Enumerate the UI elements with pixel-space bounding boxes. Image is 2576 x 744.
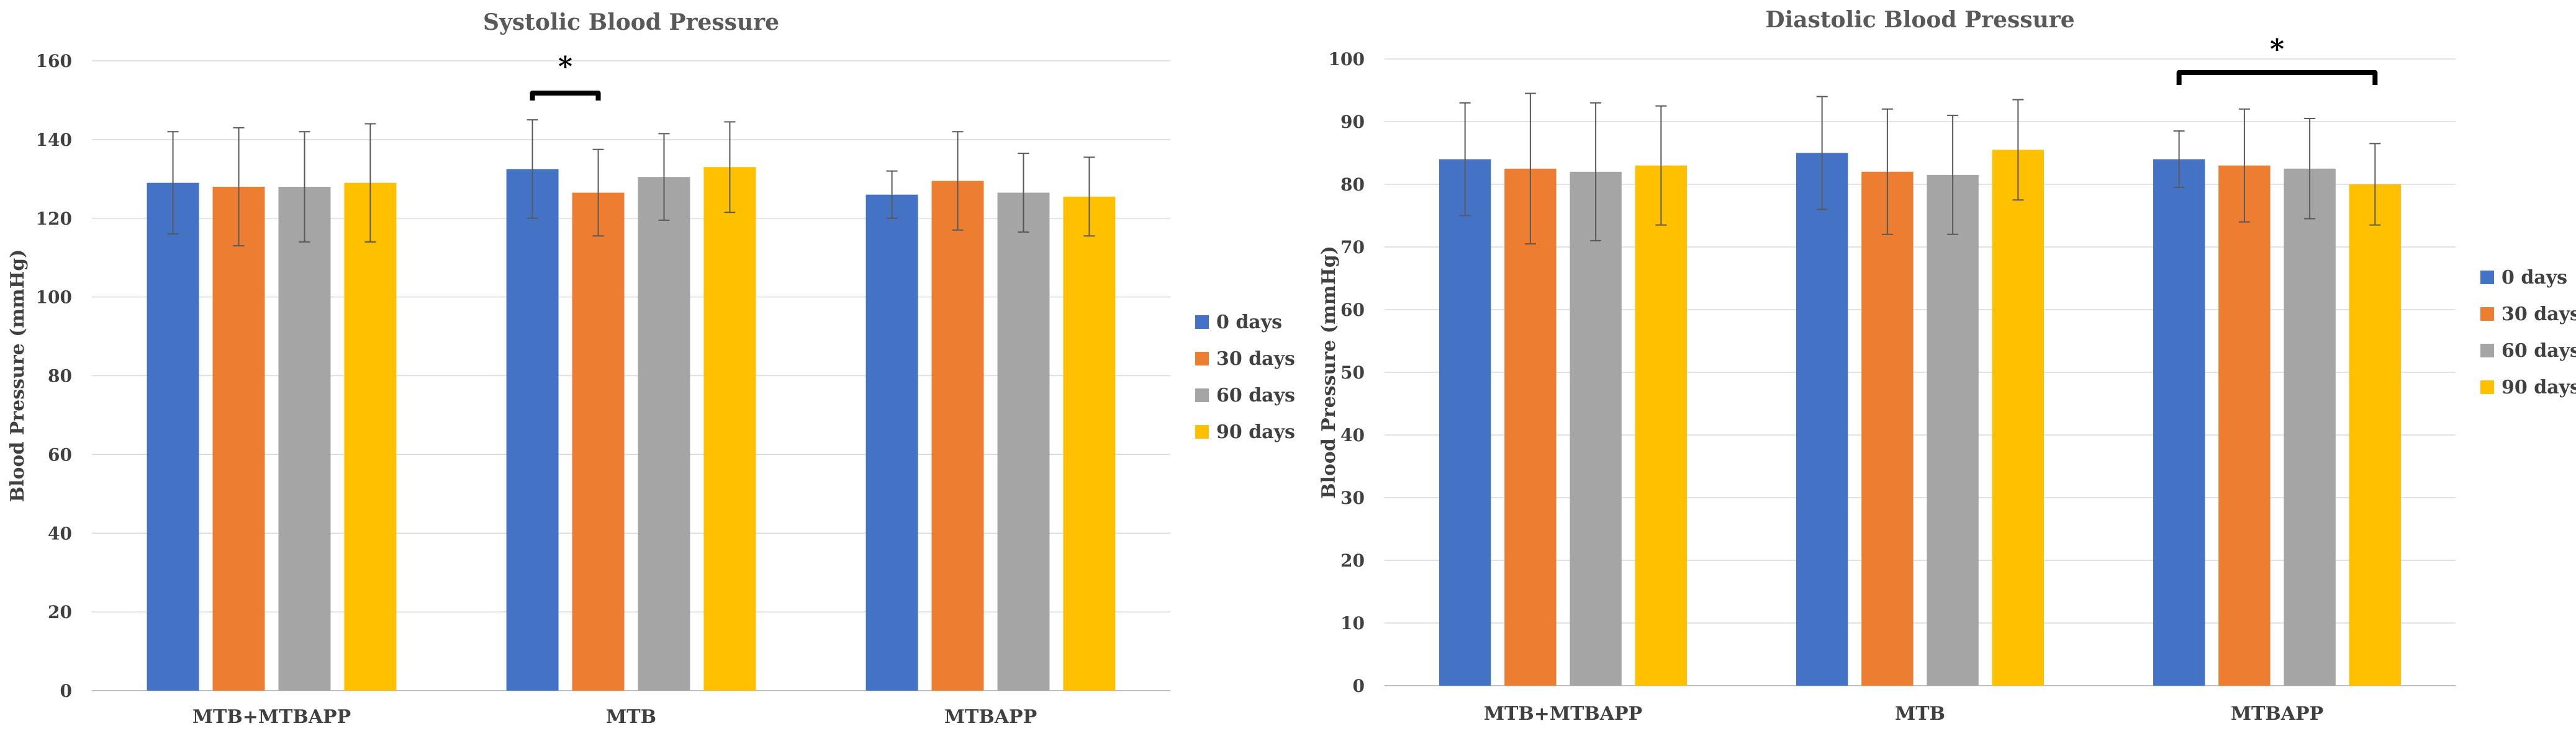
y-tick-label: 0 (60, 681, 72, 701)
legend-label: 60 days (1216, 385, 1295, 406)
chart-diastolic: Diastolic Blood Pressure 0 10 20 30 40 50 60 70 8… (1318, 7, 2576, 725)
bar-mtb-90-days (1992, 150, 2045, 686)
significance-bracket (2176, 70, 2378, 85)
category-label: MTB (606, 706, 656, 728)
bar-mtb-mtbapp-90-days (1635, 165, 1688, 686)
y-tick-label: 90 (1340, 112, 1365, 132)
y-tick-label: 20 (1340, 550, 1365, 571)
y-axis-label: Blood Pressure (mmHg) (1318, 246, 1340, 499)
bar-mtb-mtbapp-0-days (1439, 159, 1491, 686)
y-tick-label: 80 (48, 366, 72, 387)
legend-swatch-90-days (1195, 425, 1209, 439)
significance-star: * (2270, 34, 2284, 65)
y-tick-label: 40 (48, 523, 72, 544)
legend-label: 90 days (1216, 421, 1295, 443)
chart-title: Systolic Blood Pressure (483, 9, 779, 35)
bar-mtbapp-60-days (997, 192, 1050, 691)
chart-title: Diastolic Blood Pressure (1765, 7, 2074, 33)
bar-mtb-60-days (638, 177, 690, 691)
chart-systolic: Systolic Blood Pressure 0 20 40 60 80 100 120 14… (7, 9, 1295, 728)
legend-swatch-60-days (2480, 344, 2494, 357)
legend-label: 0 days (1216, 311, 1282, 333)
bar-mtbapp-0-days (2153, 159, 2205, 686)
bar-mtb-0-days (506, 169, 559, 691)
category-label: MTB+MTBAPP (192, 706, 351, 728)
bar-mtb-60-days (1927, 174, 1979, 686)
legend-label: 30 days (1216, 348, 1295, 370)
bar-mtb-90-days (703, 167, 756, 691)
legend-swatch-0-days (2480, 271, 2494, 284)
bar-mtb-mtbapp-60-days (1570, 171, 1622, 686)
bar-mtb-30-days (572, 192, 625, 691)
y-tick-label: 160 (36, 51, 72, 71)
y-tick-label: 80 (1340, 174, 1365, 195)
y-tick-label: 60 (48, 444, 72, 465)
legend-swatch-90-days (2480, 380, 2494, 394)
y-tick-label: 140 (36, 130, 72, 150)
y-tick-label: 30 (1340, 488, 1365, 508)
bar-mtbapp-30-days (2218, 165, 2271, 686)
y-tick-label: 0 (1353, 676, 1365, 696)
bar-mtb-30-days (1861, 171, 1914, 686)
bar-mtbapp-60-days (2284, 168, 2336, 686)
y-tick-label: 60 (1340, 300, 1365, 320)
category-label: MTB+MTBAPP (1484, 703, 1642, 725)
bar-mtbapp-90-days (2349, 184, 2402, 686)
category-label: MTBAPP (944, 706, 1037, 728)
bar-mtb-mtbapp-30-days (1504, 168, 1557, 686)
legend-label: 90 days (2501, 377, 2576, 398)
y-tick-label: 70 (1340, 237, 1365, 258)
y-axis-label: Blood Pressure (mmHg) (7, 249, 29, 503)
bar-mtbapp-0-days (865, 194, 918, 691)
y-tick-label: 10 (1340, 613, 1365, 634)
y-tick-label: 100 (36, 287, 72, 308)
bar-mtbapp-90-days (1063, 196, 1116, 691)
y-tick-label: 50 (1340, 362, 1365, 383)
bar-mtb-mtbapp-90-days (344, 182, 397, 691)
legend-swatch-30-days (1195, 352, 1209, 365)
legend-label: 30 days (2501, 303, 2576, 325)
y-tick-label: 120 (36, 208, 72, 229)
y-tick-label: 40 (1340, 425, 1365, 446)
legend-swatch-60-days (1195, 388, 1209, 402)
category-label: MTBAPP (2231, 703, 2323, 725)
y-tick-label: 20 (48, 602, 72, 622)
legend-swatch-30-days (2480, 307, 2494, 321)
category-label: MTB (1895, 703, 1945, 725)
bar-mtb-mtbapp-0-days (147, 182, 199, 691)
legend-label: 0 days (2501, 267, 2567, 289)
bar-mtb-mtbapp-30-days (212, 187, 265, 691)
legend-label: 60 days (2501, 340, 2576, 362)
bar-mtb-mtbapp-60-days (278, 187, 331, 691)
bar-mtbapp-30-days (931, 181, 984, 691)
bar-mtb-0-days (1796, 153, 1848, 686)
y-tick-label: 100 (1329, 49, 1365, 69)
significance-star: * (558, 51, 572, 83)
significance-bracket (530, 91, 601, 101)
legend-swatch-0-days (1195, 315, 1209, 329)
